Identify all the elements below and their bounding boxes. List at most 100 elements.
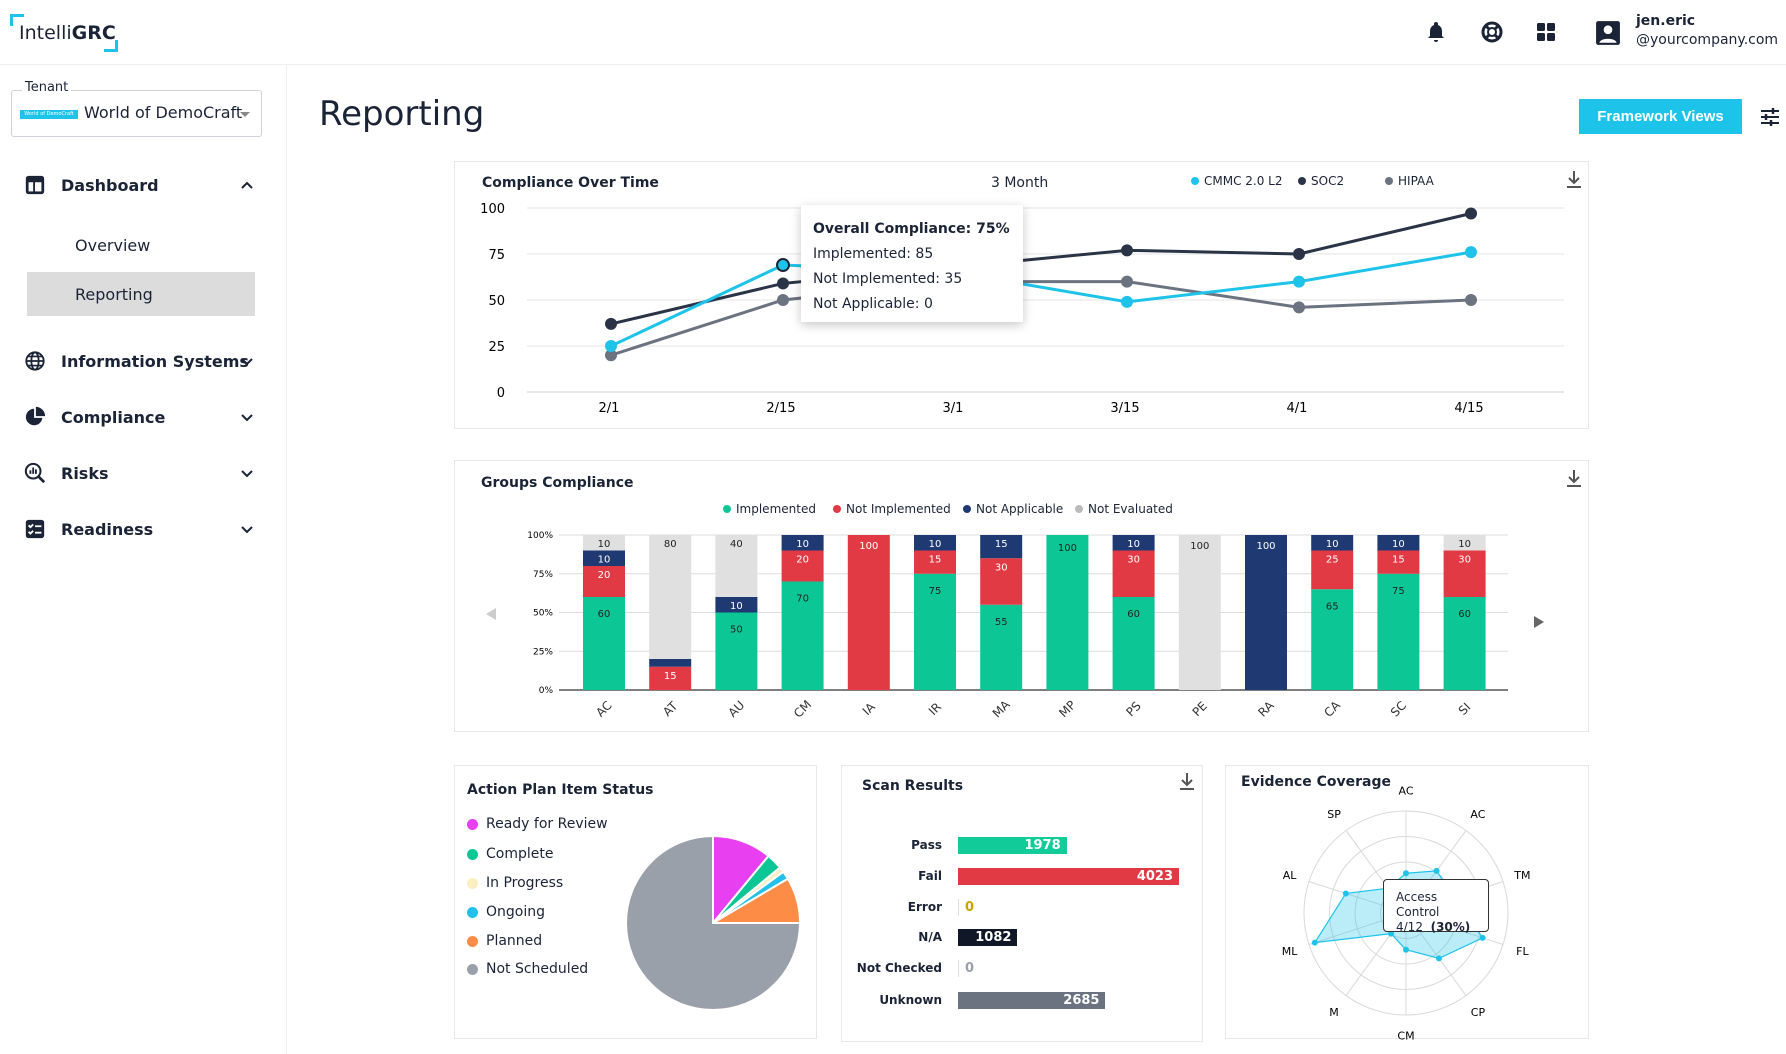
- sidebar-item-compliance[interactable]: Compliance: [24, 402, 254, 432]
- legend-label: CMMC 2.0 L2: [1204, 174, 1283, 188]
- bar-segment: [1377, 573, 1420, 690]
- y-tick-label: 0: [497, 386, 505, 401]
- radar-point: [1311, 939, 1318, 946]
- legend-dot: [1385, 177, 1393, 185]
- data-label: 100: [1190, 541, 1209, 552]
- sidebar-item-risks[interactable]: Risks: [24, 458, 254, 488]
- legend-label: Not Applicable: [976, 502, 1064, 516]
- bar-segment: [583, 597, 625, 690]
- data-label: 20: [598, 570, 611, 581]
- tenant-label: Tenant: [22, 80, 72, 95]
- bar-segment: [1112, 535, 1155, 551]
- data-label: 10: [1392, 539, 1405, 550]
- chart-title: Action Plan Item Status: [467, 782, 654, 798]
- x-tick-label: PS: [1123, 699, 1143, 719]
- search-chart-icon: [24, 462, 46, 484]
- data-point: [605, 340, 617, 352]
- data-label: 25: [1326, 555, 1339, 566]
- bar-segment: [583, 535, 625, 551]
- sidebar-item-information-systems[interactable]: Information Systems: [24, 346, 254, 376]
- caret-down-icon: [240, 112, 250, 117]
- chart-title: Compliance Over Time: [482, 175, 659, 191]
- radar-axis-label: SP: [1327, 808, 1341, 821]
- framework-views-button[interactable]: Framework Views: [1579, 99, 1742, 134]
- radar-point: [1479, 934, 1486, 941]
- data-label: 100: [1058, 543, 1077, 554]
- download-icon[interactable]: [1566, 469, 1582, 487]
- data-point: [1293, 248, 1305, 260]
- x-tick-label: IR: [926, 700, 944, 718]
- download-icon[interactable]: [1179, 772, 1195, 790]
- filter-settings-icon[interactable]: [1759, 106, 1781, 128]
- legend-label: Not Implemented: [846, 502, 951, 516]
- compliance-over-time-card: Compliance Over Time 3 Month CMMC 2.0 L2…: [454, 161, 1589, 429]
- radar-axis-label: TM: [1513, 869, 1530, 882]
- y-tick-label: 25%: [533, 647, 553, 657]
- sidebar-subitem-overview[interactable]: Overview: [27, 223, 255, 267]
- legend-item-3: Ongoing: [467, 904, 545, 920]
- sidebar-item-label: Dashboard: [61, 175, 159, 195]
- scroll-left-arrow-icon[interactable]: [485, 607, 497, 621]
- data-label: 15: [1392, 555, 1405, 566]
- data-point: [777, 294, 789, 306]
- data-point: [1465, 294, 1477, 306]
- x-tick-label: AT: [660, 698, 681, 719]
- intelligrc-logo[interactable]: IntelliGRC: [10, 14, 118, 52]
- top-header: IntelliGRC jen.eric @yourcompany.com: [0, 0, 1786, 65]
- user-name[interactable]: jen.eric: [1636, 13, 1696, 29]
- scroll-right-arrow-icon[interactable]: [1533, 615, 1545, 629]
- page-title: Reporting: [319, 94, 485, 134]
- data-label: 75: [1392, 586, 1405, 597]
- bar-segment: [1311, 535, 1354, 551]
- bar-segment: [1311, 589, 1354, 690]
- data-label: 30: [1458, 555, 1471, 566]
- apps-grid-icon[interactable]: [1534, 20, 1558, 44]
- download-icon[interactable]: [1566, 170, 1582, 188]
- bar-segment: [914, 573, 956, 690]
- data-label: 15: [929, 555, 942, 566]
- data-point: [1293, 301, 1305, 314]
- legend-item-2: HIPAA: [1385, 174, 1434, 188]
- bar-segment: [1046, 535, 1089, 690]
- legend-dot: [833, 505, 841, 513]
- sidebar-subitem-reporting[interactable]: Reporting: [27, 272, 255, 316]
- bar-segment: [1311, 550, 1354, 590]
- tenant-select[interactable]: World of DemoCraft World of DemoCraft: [11, 90, 262, 137]
- radar-point: [1433, 867, 1440, 874]
- legend-item-1: Not Implemented: [833, 502, 951, 516]
- bar-segment: [1112, 597, 1155, 690]
- user-icon[interactable]: [1595, 20, 1621, 46]
- data-point: [1465, 246, 1477, 259]
- legend-label: Not Evaluated: [1088, 502, 1173, 516]
- sidebar-item-label: Compliance: [61, 407, 166, 427]
- sidebar-subitem-label: Overview: [75, 235, 151, 255]
- legend-label: HIPAA: [1398, 174, 1434, 188]
- chevron-down-icon: [241, 470, 253, 478]
- data-label: 100: [1256, 541, 1275, 552]
- data-label: 65: [1326, 601, 1339, 612]
- tooltip-count: 4/12: [1396, 920, 1423, 934]
- y-tick-label: 0%: [539, 686, 554, 696]
- legend-item-1: Complete: [467, 846, 553, 862]
- scan-bar-empty: 0: [958, 899, 988, 916]
- lifebuoy-icon[interactable]: [1480, 20, 1504, 44]
- scan-bar-empty: 0: [958, 960, 988, 977]
- sidebar-item-label: Readiness: [61, 519, 154, 539]
- checklist-icon: [25, 519, 45, 539]
- bar-segment: [914, 535, 956, 551]
- bell-icon[interactable]: [1424, 20, 1448, 44]
- bar-segment: [715, 535, 758, 597]
- legend-label: Ready for Review: [486, 816, 608, 832]
- legend-label: SOC2: [1311, 174, 1345, 188]
- y-tick-label: 25: [488, 340, 505, 355]
- legend-item-4: Planned: [467, 933, 542, 949]
- period-select[interactable]: 3 Month: [991, 175, 1049, 191]
- tooltip-line: Not Applicable: 0: [813, 296, 933, 312]
- sidebar-item-readiness[interactable]: Readiness: [24, 514, 254, 544]
- legend-label: In Progress: [486, 875, 564, 891]
- legend-label: Planned: [486, 933, 543, 949]
- data-label: 30: [1127, 555, 1140, 566]
- data-point: [605, 349, 617, 362]
- scan-row-label: Fail: [918, 869, 942, 883]
- sidebar-item-dashboard[interactable]: Dashboard: [24, 170, 254, 200]
